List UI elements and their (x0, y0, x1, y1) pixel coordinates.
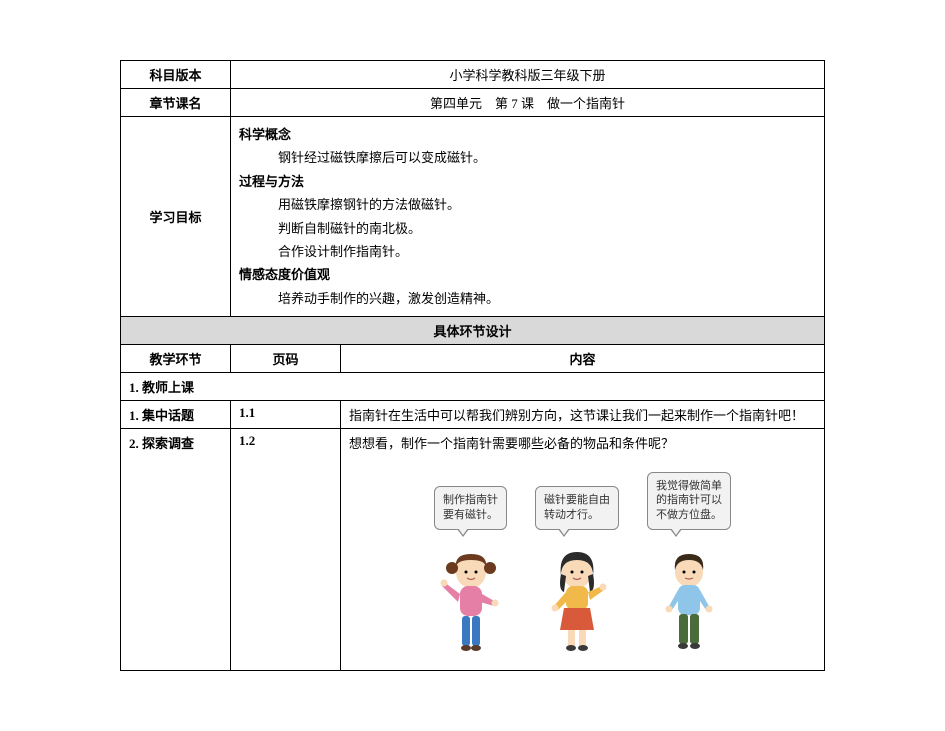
goals-section3-item1: 培养动手制作的兴趣，激发创造精神。 (239, 287, 816, 310)
section-teacher-row: 1. 教师上课 (121, 373, 825, 401)
row-topic: 1. 集中话题 1.1 指南针在生活中可以帮我们辨别方向，这节课让我们一起来制作… (121, 401, 825, 429)
bubble-1: 制作指南针 要有磁针。 (434, 486, 507, 530)
goals-section2-item2: 判断自制磁针的南北极。 (239, 217, 816, 240)
goals-section2-item1: 用磁铁摩擦钢针的方法做磁针。 (239, 193, 816, 216)
row-explore: 2. 探索调查 1.2 想想看，制作一个指南针需要哪些必备的物品和条件呢？ 制作… (121, 429, 825, 671)
goals-label: 学习目标 (121, 117, 231, 317)
kid-3: 我觉得做简单 的指南针可以 不做方位盘。 (647, 472, 731, 657)
goals-section1-title: 科学概念 (239, 127, 291, 142)
row-topic-content: 指南针在生活中可以帮我们辨别方向，这节课让我们一起来制作一个指南针吧！ (341, 401, 825, 429)
row-topic-label: 1. 集中话题 (121, 401, 231, 429)
col-content: 内容 (341, 345, 825, 373)
goals-content: 科学概念 钢针经过磁铁摩擦后可以变成磁针。 过程与方法 用磁铁摩擦钢针的方法做磁… (231, 117, 825, 317)
kid-1: 制作指南针 要有磁针。 (434, 486, 507, 656)
lesson-plan-table: 科目版本 小学科学教科版三年级下册 章节课名 第四单元 第 7 课 做一个指南针… (120, 60, 825, 671)
kid-1-svg (440, 546, 502, 656)
goals-section3-title: 情感态度价值观 (239, 267, 330, 282)
kids-illustration: 制作指南针 要有磁针。 (349, 466, 816, 656)
bubble-2: 磁针要能自由 转动才行。 (535, 486, 619, 530)
kid-2: 磁针要能自由 转动才行。 (535, 486, 619, 656)
kid-2-svg (546, 546, 608, 656)
goals-section2-item3: 合作设计制作指南针。 (239, 240, 816, 263)
row-topic-page: 1.1 (231, 401, 341, 429)
bubble-3: 我觉得做简单 的指南针可以 不做方位盘。 (647, 472, 731, 531)
kid-3-svg (660, 546, 718, 656)
row-explore-label: 2. 探索调查 (121, 429, 231, 671)
goals-section2-title: 过程与方法 (239, 174, 304, 189)
meta-row-subject: 科目版本 小学科学教科版三年级下册 (121, 61, 825, 89)
design-header: 具体环节设计 (121, 317, 825, 345)
col-page: 页码 (231, 345, 341, 373)
goals-section1-item1: 钢针经过磁铁摩擦后可以变成磁针。 (239, 146, 816, 169)
chapter-value: 第四单元 第 7 课 做一个指南针 (231, 89, 825, 117)
row-explore-content: 想想看，制作一个指南针需要哪些必备的物品和条件呢？ (349, 433, 816, 452)
row-explore-page: 1.2 (231, 429, 341, 671)
chapter-label: 章节课名 (121, 89, 231, 117)
section-teacher-title: 1. 教师上课 (121, 373, 825, 401)
columns-row: 教学环节 页码 内容 (121, 345, 825, 373)
design-header-row: 具体环节设计 (121, 317, 825, 345)
col-stage: 教学环节 (121, 345, 231, 373)
goals-row: 学习目标 科学概念 钢针经过磁铁摩擦后可以变成磁针。 过程与方法 用磁铁摩擦钢针… (121, 117, 825, 317)
subject-label: 科目版本 (121, 61, 231, 89)
row-explore-content-cell: 想想看，制作一个指南针需要哪些必备的物品和条件呢？ 制作指南针 要有磁针。 (341, 429, 825, 671)
meta-row-chapter: 章节课名 第四单元 第 7 课 做一个指南针 (121, 89, 825, 117)
subject-value: 小学科学教科版三年级下册 (231, 61, 825, 89)
